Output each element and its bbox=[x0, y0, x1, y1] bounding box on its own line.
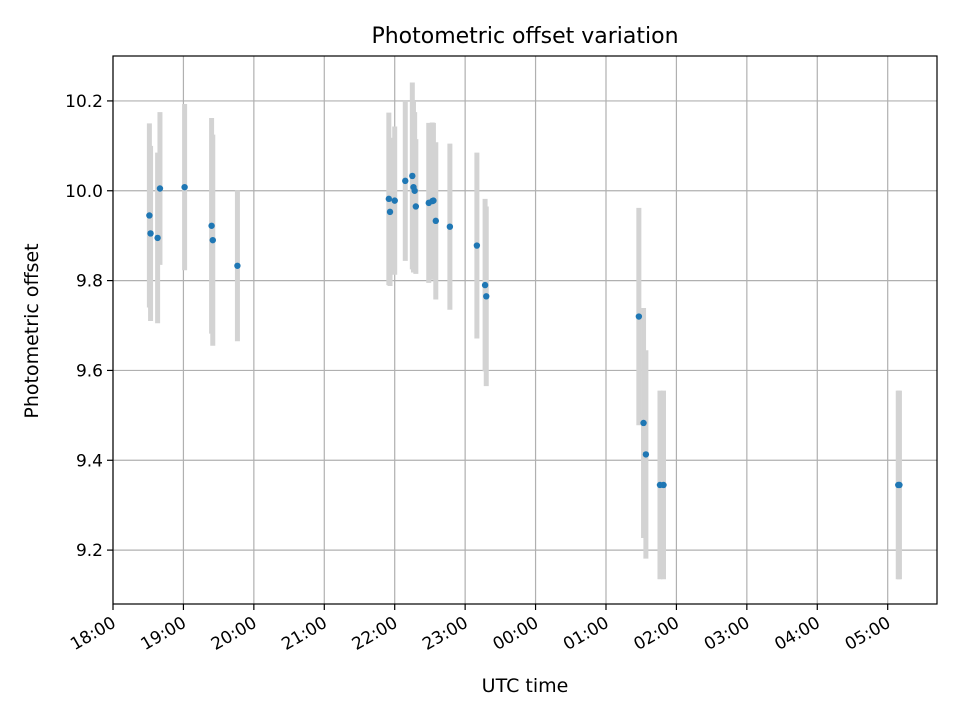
y-axis-label: Photometric offset bbox=[21, 243, 43, 418]
y-tick-label: 10.2 bbox=[65, 92, 103, 112]
grid-layer bbox=[112, 56, 937, 604]
data-point bbox=[409, 172, 416, 180]
data-point bbox=[208, 222, 215, 229]
data-point bbox=[473, 242, 481, 249]
point-layer bbox=[146, 172, 903, 489]
data-point bbox=[640, 419, 647, 427]
data-point bbox=[234, 262, 241, 269]
data-point bbox=[209, 236, 216, 244]
data-point bbox=[385, 195, 393, 203]
y-tick-label: 9.8 bbox=[76, 272, 103, 292]
data-point bbox=[483, 293, 490, 300]
data-point bbox=[430, 197, 437, 204]
y-tick-label: 10.0 bbox=[65, 182, 103, 202]
data-point bbox=[391, 197, 398, 204]
data-point bbox=[181, 183, 188, 191]
data-point bbox=[642, 451, 650, 458]
plot-frame bbox=[112, 55, 938, 605]
y-tick-label: 9.6 bbox=[76, 361, 103, 381]
y-tick-label: 9.2 bbox=[76, 541, 103, 561]
data-point bbox=[147, 230, 154, 237]
data-point bbox=[660, 481, 667, 489]
data-point bbox=[896, 481, 903, 489]
data-point bbox=[446, 223, 454, 230]
x-axis-label: UTC time bbox=[482, 675, 569, 697]
chart-title: Photometric offset variation bbox=[371, 24, 678, 49]
data-point bbox=[412, 203, 420, 210]
data-point bbox=[146, 212, 153, 219]
data-point bbox=[635, 313, 643, 320]
y-tick-label: 9.4 bbox=[76, 451, 103, 471]
data-point bbox=[432, 217, 439, 225]
data-point bbox=[402, 177, 409, 185]
data-point bbox=[481, 281, 489, 289]
data-point bbox=[156, 185, 164, 192]
data-point bbox=[386, 208, 394, 216]
data-point bbox=[411, 187, 418, 194]
data-point bbox=[154, 234, 161, 242]
